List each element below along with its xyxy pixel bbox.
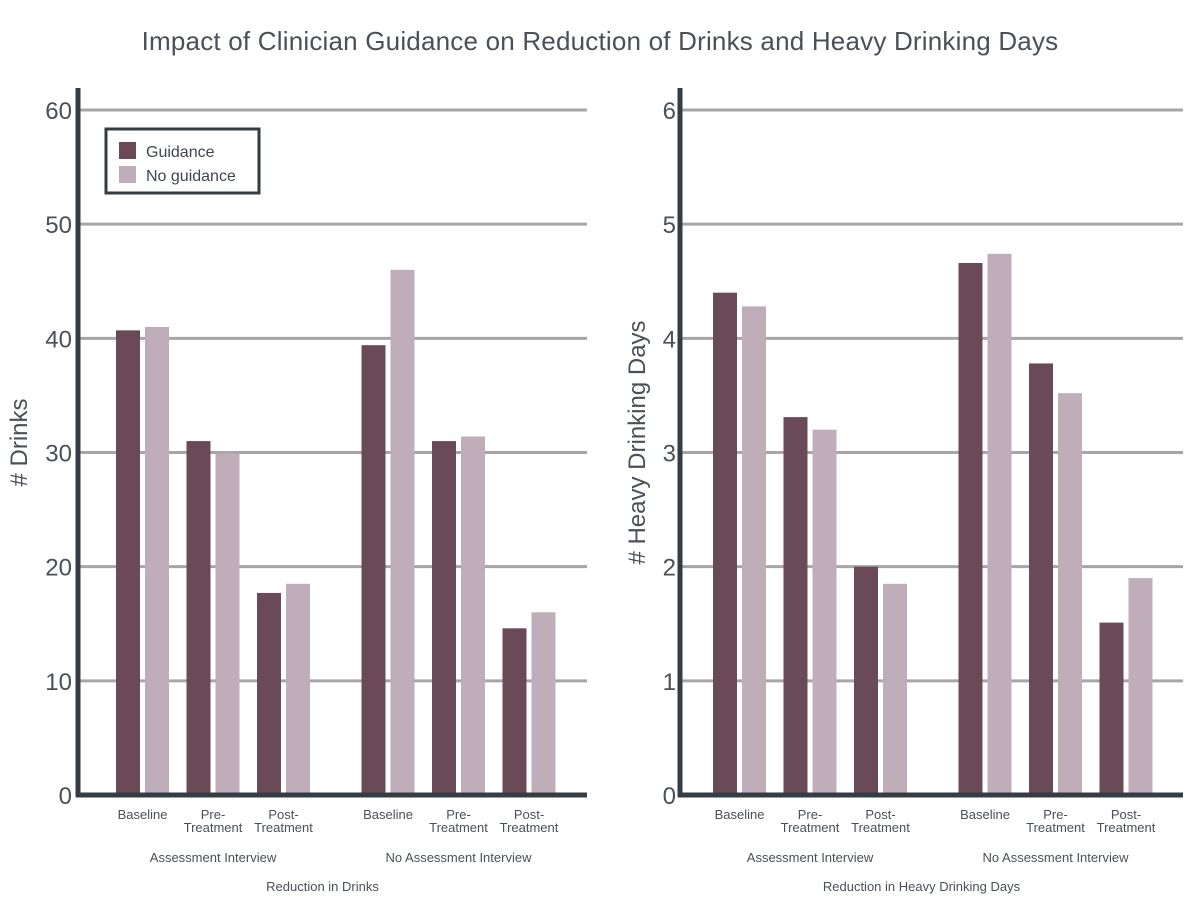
chart-panel-2: 0 1 2 3 4 5 6 # Heavy Drinking Days Baseline Pre-… <box>624 88 1183 894</box>
bar-no-guidance <box>531 612 556 795</box>
y-tick-label: 30 <box>45 441 72 468</box>
bar-guidance <box>502 628 527 795</box>
x-tick-label: Baseline <box>715 807 765 822</box>
bar-guidance <box>1099 622 1124 795</box>
bar-no-guidance <box>390 269 415 795</box>
y-tick-label: 40 <box>45 326 72 353</box>
y-tick-label: 3 <box>663 441 676 468</box>
y-tick-label: 0 <box>59 783 72 810</box>
x-axis-title: Reduction in Drinks <box>266 879 379 894</box>
legend: Guidance No guidance <box>104 127 261 195</box>
y-tick-label: 10 <box>45 669 72 696</box>
group-label: No Assessment Interview <box>386 850 533 865</box>
bar-guidance <box>958 262 983 795</box>
group-label: Assessment Interview <box>150 850 277 865</box>
bar-no-guidance <box>215 453 240 795</box>
y-tick-label: 6 <box>663 98 676 125</box>
bar-guidance <box>1029 363 1053 795</box>
y-tick-label: 4 <box>663 326 676 353</box>
y-axis-title: # Heavy Drinking Days <box>624 320 651 564</box>
group-label: No Assessment Interview <box>983 850 1130 865</box>
bar-no-guidance <box>1058 393 1082 795</box>
x-tick-label: Pre-Treatment <box>184 807 243 835</box>
x-tick-label: Baseline <box>118 807 168 822</box>
bar-no-guidance <box>742 306 766 795</box>
x-tick-label: Post-Treatment <box>851 807 910 835</box>
x-tick-label: Post-Treatment <box>1097 807 1156 835</box>
x-tick-label: Baseline <box>363 807 413 822</box>
x-tick-label: Pre-Treatment <box>429 807 488 835</box>
bar-guidance <box>783 417 808 795</box>
bar-guidance <box>854 566 878 795</box>
x-tick-label: Post-Treatment <box>254 807 313 835</box>
x-tick-label: Baseline <box>960 807 1010 822</box>
y-tick-label: 0 <box>663 783 676 810</box>
y-tick-label: 60 <box>45 98 72 125</box>
legend-label: No guidance <box>146 168 236 185</box>
bar-no-guidance <box>987 253 1012 796</box>
bar-guidance <box>257 592 281 795</box>
group-label: Assessment Interview <box>747 850 874 865</box>
x-axis-title: Reduction in Heavy Drinking Days <box>823 879 1021 894</box>
legend-swatch <box>119 166 136 183</box>
bar-no-guidance <box>883 583 907 795</box>
legend-label: Guidance <box>146 144 215 161</box>
x-tick-label: Pre-Treatment <box>1026 807 1085 835</box>
bar-no-guidance <box>1128 578 1153 795</box>
legend-swatch <box>119 142 136 159</box>
y-tick-label: 5 <box>663 212 676 239</box>
y-tick-label: 2 <box>663 555 676 582</box>
bar-guidance <box>361 345 386 795</box>
x-tick-label: Pre-Treatment <box>781 807 840 835</box>
y-tick-label: 50 <box>45 212 72 239</box>
bar-guidance <box>432 441 456 795</box>
bar-guidance <box>713 292 737 795</box>
bar-no-guidance <box>145 326 169 795</box>
bar-no-guidance <box>286 583 310 795</box>
bar-no-guidance <box>812 429 837 795</box>
bar-guidance <box>116 330 140 795</box>
bar-guidance <box>186 441 211 795</box>
x-tick-label: Post-Treatment <box>500 807 559 835</box>
y-axis-title: # Drinks <box>6 398 33 486</box>
y-tick-label: 20 <box>45 555 72 582</box>
y-tick-label: 1 <box>663 669 676 696</box>
chart-title: Impact of Clinician Guidance on Reductio… <box>141 26 1059 56</box>
chart-panel-1: 0 10 20 30 40 50 60 # Drinks Baseline Pre-Treatme… <box>6 88 587 894</box>
bar-no-guidance <box>461 436 485 795</box>
